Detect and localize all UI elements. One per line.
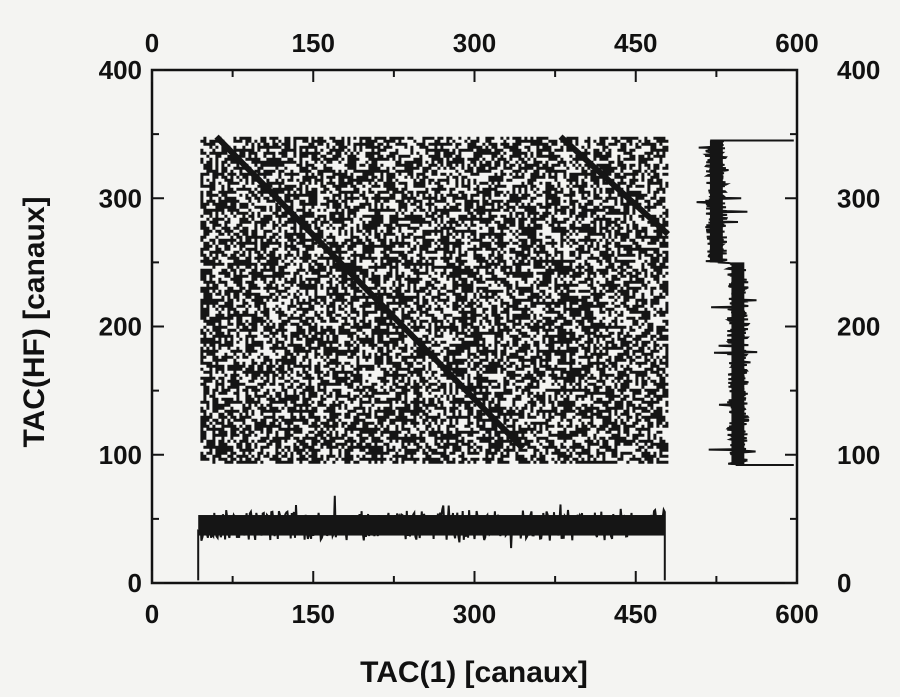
y-tick-label-right: 300 [837, 183, 880, 213]
y-axis-title: TAC(HF) [canaux] [18, 196, 51, 447]
y-tick-label-left: 400 [99, 55, 142, 85]
plot-area [200, 136, 669, 464]
y-tick-label-left: 200 [99, 312, 142, 342]
x-projection-curve [197, 495, 666, 581]
y-tick-label-left: 0 [128, 568, 142, 598]
x-tick-label-bottom: 0 [145, 599, 159, 629]
x-tick-label-bottom: 300 [453, 599, 496, 629]
x-tick-label-top: 450 [614, 28, 657, 58]
y-tick-label-right: 0 [837, 568, 851, 598]
x-tick-label-bottom: 150 [292, 599, 335, 629]
x-tick-label-bottom: 450 [614, 599, 657, 629]
x-tick-label-top: 150 [292, 28, 335, 58]
x-axis-title: TAC(1) [canaux] [360, 656, 588, 689]
x-projection-core [198, 515, 665, 536]
x-tick-label-top: 600 [775, 28, 818, 58]
x-tick-label-top: 300 [453, 28, 496, 58]
y-tick-label-left: 100 [99, 440, 142, 470]
y-tick-label-right: 400 [837, 55, 880, 85]
diagonal-band-1 [214, 134, 526, 451]
y-projection-core-1 [731, 262, 745, 466]
y-tick-label-right: 100 [837, 440, 880, 470]
diagonal-bands [214, 134, 671, 451]
axis-ticks [151, 69, 798, 584]
y-tick-label-right: 200 [837, 312, 880, 342]
y-projection-histogram [696, 139, 794, 466]
y-tick-label-left: 300 [99, 183, 142, 213]
x-projection-histogram [197, 495, 666, 581]
y-projection-core-2 [709, 140, 723, 263]
coincidence-matrix [200, 136, 669, 464]
x-tick-label-top: 0 [145, 28, 159, 58]
x-tick-label-bottom: 600 [775, 599, 818, 629]
diagonal-band-2 [558, 134, 671, 237]
